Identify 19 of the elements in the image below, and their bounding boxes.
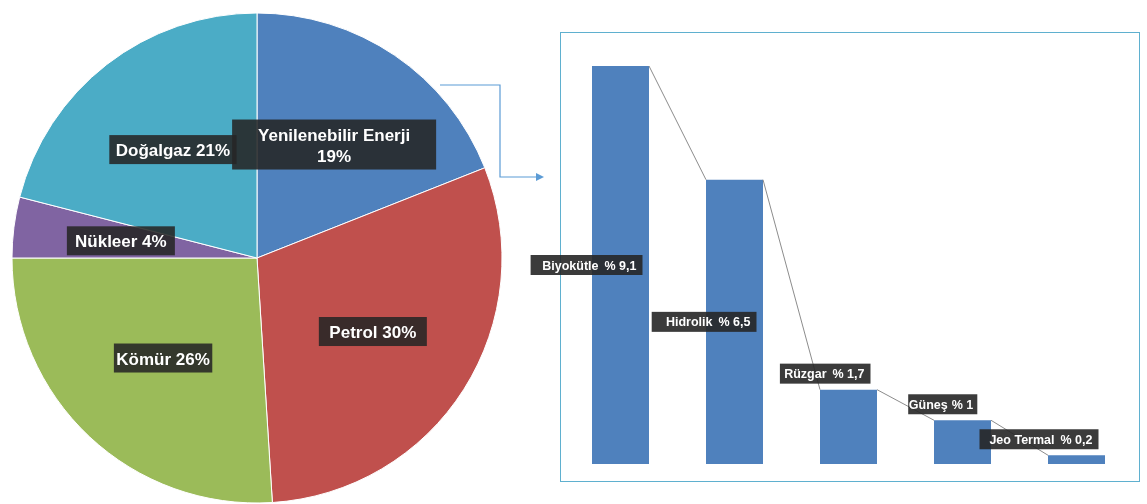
x-tick-label: Biyokütle [542, 258, 599, 273]
slice-label: Kömür 26% [116, 349, 210, 369]
bar [820, 389, 877, 464]
slice-label: Yenilenebilir Enerji [258, 125, 411, 145]
bar [934, 420, 991, 464]
bar [1048, 455, 1105, 464]
slice-label: Nükleer 4% [75, 232, 167, 252]
x-tick-label: Jeo Termal [989, 432, 1055, 447]
x-tick-label: Hidrolik [665, 315, 713, 330]
data-label: % 0,2 [1060, 432, 1093, 447]
x-tick-label: Rüzgar [784, 367, 827, 382]
slice-label: Doğalgaz 21% [115, 141, 231, 161]
slice-label: Petrol 30% [329, 323, 417, 343]
x-tick-label: Güneş [908, 397, 948, 412]
data-label: % 6,5 [718, 315, 751, 330]
data-label: % 1 [951, 397, 974, 412]
data-label: % 9,1 [604, 258, 637, 273]
data-label: 19% [317, 146, 352, 166]
data-label: % 1,7 [832, 367, 865, 382]
